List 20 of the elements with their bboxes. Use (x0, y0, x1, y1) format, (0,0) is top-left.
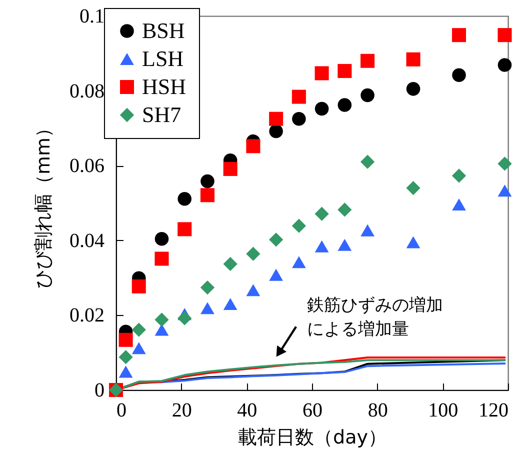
x-tick-label: 40 (237, 400, 258, 422)
x-tick-label: 20 (172, 400, 192, 422)
y-tick-label: 0.04 (70, 230, 104, 252)
x-tick-label: 120 (478, 400, 508, 422)
annotation: 鉄筋ひずみの増加による増加量 (307, 296, 444, 340)
y-tick-label: 0 (94, 380, 104, 402)
x-tick-label: 80 (368, 400, 388, 422)
y-tick-label: 0.1 (80, 6, 104, 28)
legend-label: LSH (142, 46, 184, 71)
y-tick-label: 0.06 (70, 155, 104, 178)
x-axis-title: 載荷日数（day） (238, 426, 387, 448)
legend-label: BSH (142, 18, 185, 43)
y-tick-label: 0.08 (70, 80, 104, 102)
y-tick-label: 0.02 (70, 304, 104, 327)
x-tick-label: 60 (302, 400, 322, 422)
y-axis-title: ひび割れ幅（mm） (32, 118, 54, 289)
legend-label: SH7 (142, 102, 182, 127)
legend-label: HSH (142, 74, 186, 99)
x-tick-label: 100 (428, 400, 458, 422)
x-tick-label: 0 (116, 400, 126, 422)
